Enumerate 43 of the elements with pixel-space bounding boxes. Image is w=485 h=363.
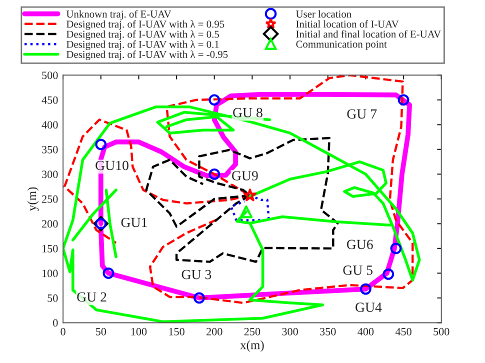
y-tick-label: 50 (48, 294, 58, 302)
annotation: GU 7 (347, 109, 377, 119)
legend-label: Unknown traj. of E-UAV (66, 10, 172, 20)
annotation: GU6 (346, 240, 373, 250)
y-tick-label: 100 (42, 270, 58, 278)
x-tick-label: 150 (169, 328, 184, 336)
annotation: GU 2 (77, 292, 106, 302)
legend-label: Designed traj. of I-UAV with λ = 0.1 (66, 40, 219, 50)
x-tick-label: 300 (282, 328, 298, 336)
x-tick-label: 400 (358, 328, 374, 336)
legend-label: Initial location of I-UAV (296, 20, 399, 28)
y-tick-label: 400 (42, 121, 58, 129)
x-tick-label: 100 (131, 328, 147, 336)
legend-label: Communication point (296, 40, 387, 50)
y-tick-label: 200 (42, 220, 58, 228)
x-tick-label: 450 (395, 328, 412, 336)
annotation: GU4 (356, 302, 382, 312)
x-tick-label: 200 (206, 328, 222, 336)
annotation: GU10 (96, 160, 128, 170)
annotation: GU9 (232, 171, 258, 180)
y-tick-label: 0 (53, 319, 58, 327)
y-tick-label: 150 (42, 244, 58, 252)
x-tick-label: 0 (60, 328, 66, 336)
legend-label: Initial and final location of E-UAV (296, 30, 441, 38)
x-tick-label: 350 (320, 328, 336, 336)
y-axis-title: y(m) (27, 187, 39, 211)
x-tick-label: 50 (96, 328, 106, 336)
legend-label: Designed traj. of I-UAV with λ = 0.95 (66, 20, 224, 30)
x-tick-label: 250 (244, 328, 260, 336)
annotation: GU 3 (182, 270, 212, 280)
legend-label: Designed traj. of I-UAV with λ = -0.95 (66, 50, 228, 60)
y-tick-label: 350 (42, 146, 58, 154)
annotation: GU1 (121, 218, 147, 228)
y-tick-label: 250 (42, 195, 58, 203)
y-tick-label: 300 (42, 170, 58, 178)
annotation: GU 8 (233, 108, 262, 118)
y-tick-label: 450 (42, 96, 58, 104)
x-tick-label: 500 (434, 328, 450, 336)
y-tick-label: 500 (42, 72, 58, 80)
annotation: GU 5 (343, 266, 373, 275)
legend-label: Designed traj. of I-UAV with λ = 0.5 (66, 30, 219, 40)
legend-label: User location (296, 10, 352, 18)
x-axis-title: x(m) (240, 340, 264, 352)
